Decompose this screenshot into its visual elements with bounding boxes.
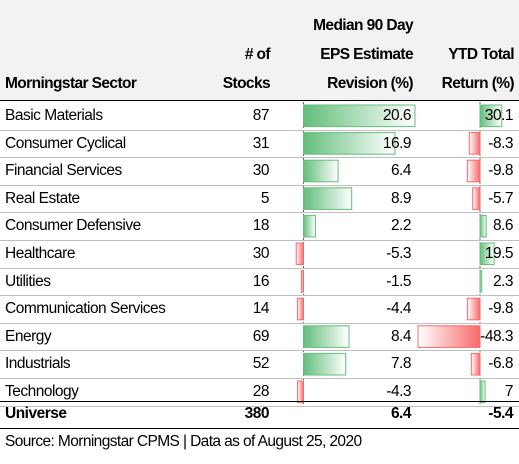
ytd-value: -9.8 (488, 300, 513, 318)
ytd-bar (417, 325, 481, 348)
ytd-bar (466, 159, 481, 183)
stocks-value: 87 (252, 107, 270, 124)
stocks-value: 28 (252, 383, 270, 400)
eps-bar (300, 270, 304, 293)
ytd-value: -6.8 (488, 355, 513, 373)
stocks-value: 18 (252, 217, 270, 235)
row-divider (0, 184, 519, 186)
ytd-bar (472, 187, 481, 210)
ytd-value: 19.5 (484, 245, 514, 262)
sector-label: Technology (5, 383, 79, 400)
header-sector: Morningstar Sector (5, 75, 137, 92)
eps-value: 8.9 (390, 189, 412, 207)
row-divider (0, 350, 519, 352)
eps-value: 6.4 (390, 162, 412, 180)
ytd-bar (468, 132, 481, 155)
eps-bar (295, 242, 305, 266)
source-rule (0, 428, 519, 429)
eps-bar (303, 352, 347, 376)
ytd-bar (479, 270, 483, 293)
row-divider (0, 378, 519, 379)
ytd-bar (479, 214, 487, 238)
sector-label: Consumer Defensive (5, 217, 141, 235)
header-rule (0, 100, 519, 101)
header-stocks-line1: # of (244, 46, 271, 63)
ytd-bar (479, 380, 486, 404)
stocks-value: 69 (252, 327, 270, 345)
ytd-bar (470, 352, 481, 376)
eps-bar (296, 297, 304, 321)
stocks-value: 52 (252, 355, 270, 373)
row-divider (0, 240, 519, 241)
sector-label: Industrials (5, 355, 71, 373)
ytd-value: -48.3 (480, 327, 513, 345)
eps-value: -4.4 (386, 300, 411, 318)
sector-label: Healthcare (5, 245, 75, 262)
total-eps: 6.4 (390, 405, 412, 422)
stocks-value: 16 (252, 272, 270, 290)
header-eps-line2: EPS Estimate (320, 46, 413, 63)
eps-bar (303, 325, 350, 348)
eps-value: 16.9 (382, 134, 412, 152)
eps-value: 7.8 (390, 355, 412, 373)
row-divider (0, 212, 519, 214)
eps-bar (303, 132, 396, 155)
total-stocks: 380 (244, 405, 270, 422)
stocks-value: 30 (252, 245, 270, 262)
sector-label: Real Estate (5, 189, 80, 207)
eps-value: 2.2 (390, 217, 412, 235)
stocks-value: 30 (252, 162, 270, 180)
sector-label: Consumer Cyclical (5, 134, 126, 152)
ytd-value: -8.3 (488, 134, 513, 152)
sector-label: Utilities (5, 272, 51, 290)
stocks-value: 31 (252, 134, 270, 152)
ytd-value: 2.3 (492, 272, 514, 290)
sector-label: Communication Services (5, 300, 166, 318)
row-divider (0, 157, 519, 159)
eps-bar (303, 159, 339, 183)
header-stocks-line2: Stocks (222, 75, 271, 92)
sector-label: Basic Materials (5, 107, 103, 124)
sector-label: Energy (5, 327, 52, 345)
header-ytd-line2: Return (%) (441, 75, 515, 92)
ytd-value: -5.7 (488, 189, 513, 207)
header-ytd-line1: YTD Total (448, 46, 514, 63)
ytd-bar (479, 104, 503, 128)
row-divider (0, 405, 519, 407)
ytd-value: 8.6 (492, 217, 514, 235)
stocks-value: 14 (252, 300, 270, 318)
total-label: Universe (5, 405, 67, 422)
eps-value: 8.4 (390, 327, 412, 345)
eps-value: 20.6 (382, 107, 412, 124)
eps-bar (303, 187, 353, 210)
eps-value: -5.3 (386, 245, 411, 262)
total-ytd: -5.4 (488, 405, 513, 422)
total-rule (0, 401, 519, 402)
eps-bar (297, 380, 305, 404)
header-background (0, 0, 519, 100)
ytd-bar (466, 297, 481, 321)
eps-value: -1.5 (386, 272, 411, 290)
ytd-value: -9.8 (488, 162, 513, 180)
source-note: Source: Morningstar CPMS | Data as of Au… (5, 433, 362, 450)
eps-value: -4.3 (386, 383, 411, 400)
row-divider (0, 129, 519, 131)
eps-bar (303, 214, 316, 238)
stocks-value: 5 (260, 189, 270, 207)
header-eps-line3: Revision (%) (327, 75, 413, 92)
ytd-value: 7 (504, 383, 514, 400)
ytd-bar (479, 242, 495, 266)
row-divider (0, 295, 519, 297)
row-divider (0, 322, 519, 324)
header-eps-line1: Median 90 Day (313, 17, 413, 34)
row-divider (0, 267, 519, 269)
eps-bar (303, 104, 416, 128)
ytd-value: 30.1 (484, 107, 514, 124)
sector-label: Financial Services (5, 162, 122, 180)
